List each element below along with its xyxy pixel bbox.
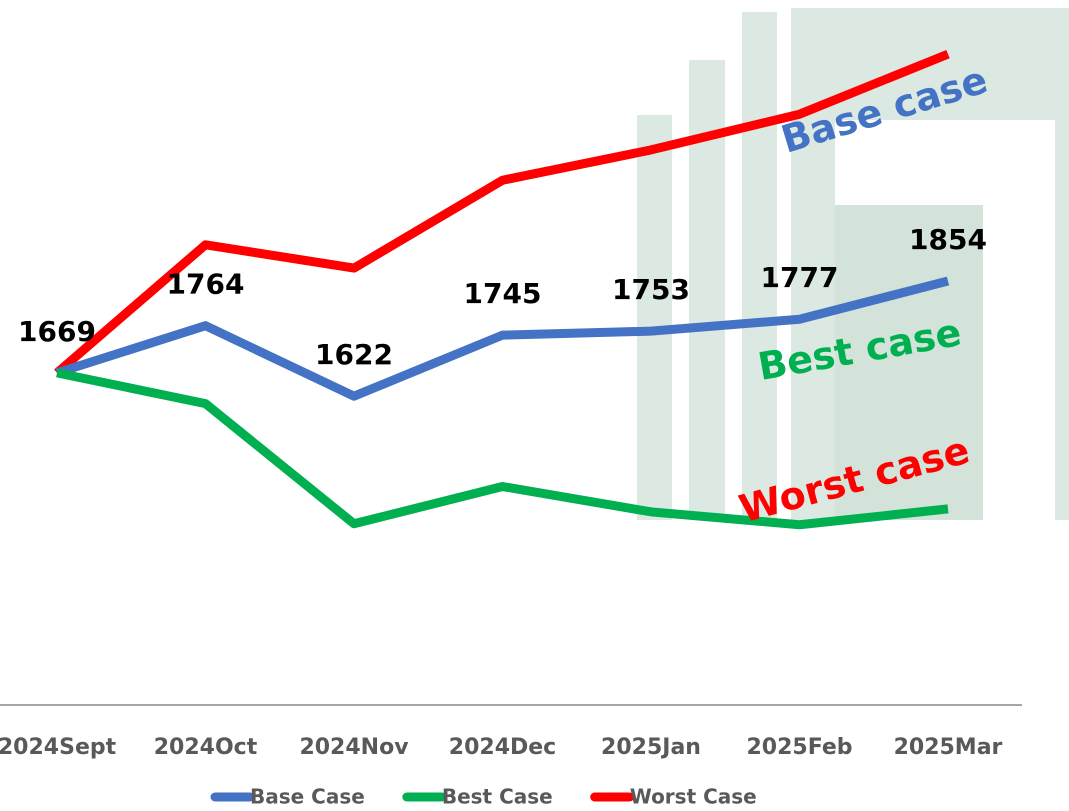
x-tick-label: 2024Oct — [154, 735, 258, 760]
x-tick-label: 2025Jan — [601, 735, 701, 760]
x-tick-label: 2024Sept — [0, 735, 117, 760]
data-label: 1753 — [612, 273, 690, 306]
logo-bar — [637, 115, 672, 520]
x-tick-label: 2024Dec — [449, 735, 556, 760]
background-logo — [637, 8, 1069, 520]
data-label: 1669 — [18, 315, 96, 348]
series-line — [54, 49, 950, 377]
x-tick-label: 2024Nov — [299, 735, 409, 760]
logo-bar — [791, 8, 835, 520]
x-tick-label: 2025Mar — [894, 735, 1003, 760]
legend-label: Worst Case — [630, 785, 757, 809]
data-label: 1745 — [464, 277, 542, 310]
series-line — [55, 276, 950, 401]
data-label: 1764 — [167, 268, 245, 301]
data-label: 1622 — [315, 338, 393, 371]
series-line — [56, 368, 949, 530]
legend-label: Best Case — [442, 785, 553, 809]
logo-bar — [742, 12, 777, 520]
x-tick-label: 2025Feb — [746, 735, 852, 760]
data-label: 1854 — [909, 223, 987, 256]
legend-label: Base Case — [250, 785, 365, 809]
logo-bar — [835, 205, 983, 520]
logo-bar — [1055, 120, 1069, 520]
data-label: 1777 — [761, 261, 839, 294]
